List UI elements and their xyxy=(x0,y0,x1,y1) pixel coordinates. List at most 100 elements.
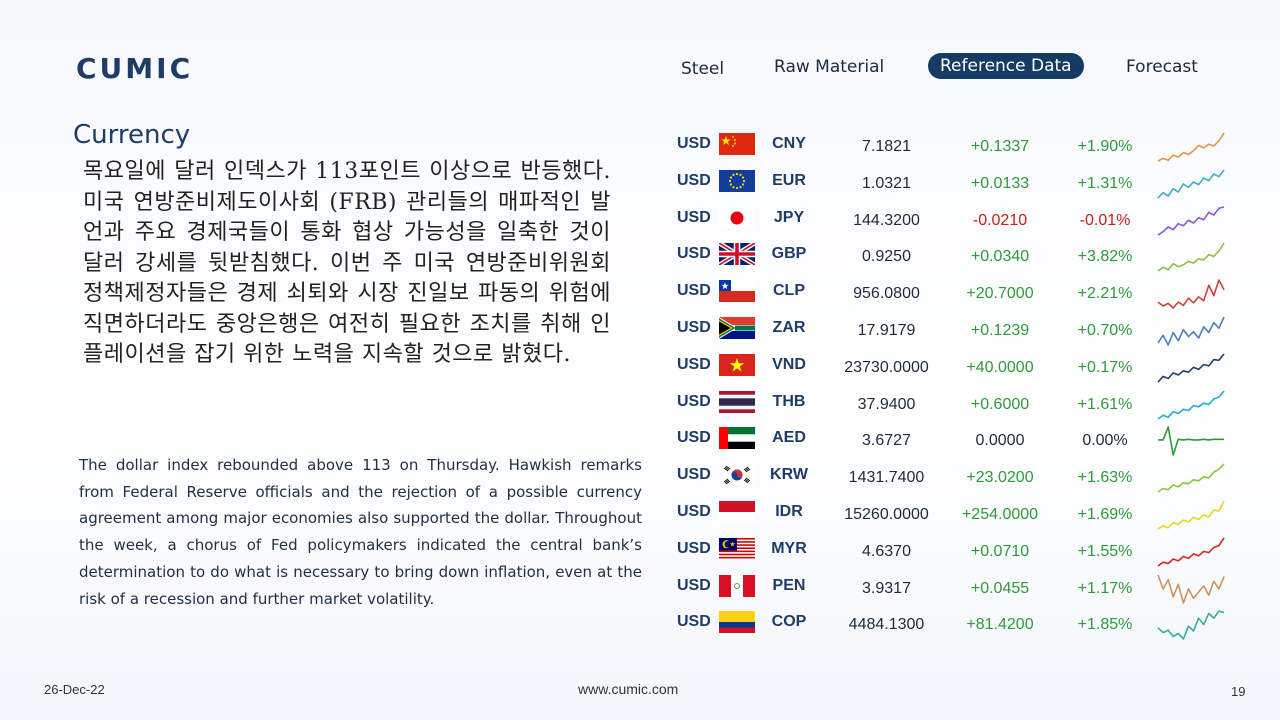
rate-change: +0.0710 xyxy=(970,542,1030,560)
sparkline-krw xyxy=(1157,463,1225,493)
sparkline-path xyxy=(1157,132,1225,162)
quote-currency: EUR xyxy=(772,171,806,189)
sparkline-path xyxy=(1157,390,1225,420)
sparkline-path xyxy=(1157,205,1225,236)
china-flag-icon xyxy=(719,133,755,155)
sparkline-path xyxy=(1158,426,1224,457)
thailand-flag-icon xyxy=(719,390,755,413)
exchange-rate: 7.1821 xyxy=(862,138,911,155)
sparkline-pen xyxy=(1157,574,1225,604)
sparkline-cny xyxy=(1157,132,1225,162)
sparkline-path xyxy=(1157,279,1225,309)
eu-flag-icon xyxy=(719,169,755,192)
sparkline-path xyxy=(1157,537,1225,567)
quote-currency: MYR xyxy=(771,539,807,557)
sparkline-myr xyxy=(1157,537,1225,567)
nav-raw-material[interactable]: Raw Material xyxy=(774,57,885,77)
nav-steel[interactable]: Steel xyxy=(681,59,725,79)
sparkline-path xyxy=(1157,463,1225,493)
uk-flag-icon xyxy=(719,243,755,266)
rate-change: 0.0000 xyxy=(975,432,1025,450)
base-currency: USD xyxy=(677,245,711,263)
quote-currency: VND xyxy=(772,355,806,373)
currency-row-vnd: USD VND 23730.0000 +40.0000 +0.17% xyxy=(670,349,1250,386)
quote-currency: JPY xyxy=(773,208,805,226)
english-summary: The dollar index rebounded above 113 on … xyxy=(79,456,642,608)
exchange-rate: 1.0321 xyxy=(862,174,911,192)
currency-row-clp: USD CLP 956.0800 +20.7000 +2.21% xyxy=(670,275,1250,312)
south-africa-flag-icon xyxy=(719,316,755,339)
currency-row-krw: USD KRW 1431.7400 +23.0200 +1.63% xyxy=(670,459,1250,496)
exchange-rate: 144.3200 xyxy=(853,211,920,229)
nav-forecast[interactable]: Forecast xyxy=(1126,57,1198,77)
footer-url[interactable]: www.cumic.com xyxy=(578,681,679,697)
currency-row-cny: USD CNY 7.1821 +0.1337 +1.90% xyxy=(670,128,1250,165)
base-currency: USD xyxy=(677,282,711,300)
currency-row-gbp: USD GBP 0.9250 +0.0340 +3.82% xyxy=(670,238,1250,275)
exchange-rate: 3.6727 xyxy=(862,432,911,450)
chile-flag-icon xyxy=(719,280,755,303)
vietnam-flag-icon xyxy=(719,353,755,376)
top-navigation: Steel Raw Material Reference Data Foreca… xyxy=(0,0,1280,100)
exchange-rate: 4484.1300 xyxy=(848,616,925,634)
uae-flag-icon xyxy=(719,427,755,450)
base-currency: USD xyxy=(677,318,711,336)
rate-change-percent: +1.61% xyxy=(1077,395,1133,413)
rate-change-percent: +3.82% xyxy=(1077,248,1133,266)
exchange-rate: 1431.7400 xyxy=(848,469,925,487)
sparkline-clp xyxy=(1157,279,1225,309)
sparkline-aed xyxy=(1158,426,1224,457)
exchange-rate: 4.6370 xyxy=(862,542,911,560)
rate-change: +0.1337 xyxy=(970,138,1030,155)
rate-change-percent: +1.31% xyxy=(1077,174,1133,192)
currency-row-myr: USD MYR 4.6370 +0.0710 +1.55% xyxy=(670,533,1250,570)
quote-currency: IDR xyxy=(775,502,803,520)
base-currency: USD xyxy=(677,208,711,226)
quote-currency: THB xyxy=(772,392,806,410)
sparkline-path xyxy=(1157,316,1225,346)
currency-row-pen: USD PEN 3.9317 +0.0455 +1.17% xyxy=(670,570,1250,607)
currency-row-thb: USD THB 37.9400 +0.6000 +1.61% xyxy=(670,386,1250,423)
korean-summary: 목요일에 달러 인덱스가 113포인트 이상으로 반등했다. 미국 연방준비제도… xyxy=(83,159,611,367)
exchange-rate: 0.9250 xyxy=(862,248,911,266)
malaysia-flag-icon xyxy=(719,537,755,560)
exchange-rate: 17.9179 xyxy=(857,321,916,339)
sparkline-thb xyxy=(1157,390,1225,420)
rate-change: +0.0455 xyxy=(970,579,1030,597)
sparkline-path xyxy=(1157,169,1225,199)
rate-change: +20.7000 xyxy=(966,285,1034,303)
rate-change-percent: +0.70% xyxy=(1077,321,1133,339)
rate-change: +0.6000 xyxy=(970,395,1030,413)
nav-reference-data[interactable]: Reference Data xyxy=(928,53,1084,79)
base-currency: USD xyxy=(677,613,711,631)
base-currency: USD xyxy=(677,539,711,557)
base-currency: USD xyxy=(677,171,711,189)
sparkline-path xyxy=(1157,353,1225,383)
rate-change: +254.0000 xyxy=(961,505,1039,523)
sparkline-path xyxy=(1157,242,1225,273)
sparkline-path xyxy=(1157,500,1225,530)
base-currency: USD xyxy=(677,392,711,410)
currency-row-zar: USD ZAR 17.9179 +0.1239 +0.70% xyxy=(670,312,1250,349)
quote-currency: AED xyxy=(772,429,806,447)
rate-change: -0.0210 xyxy=(972,211,1028,229)
rate-change-percent: 0.00% xyxy=(1082,432,1128,450)
quote-currency: CNY xyxy=(772,135,806,152)
korea-flag-icon xyxy=(719,464,755,487)
quote-currency: CLP xyxy=(773,282,805,300)
cumic-logo: CUMIC xyxy=(76,52,194,85)
base-currency: USD xyxy=(677,355,711,373)
rate-change-percent: +0.17% xyxy=(1077,358,1133,376)
quote-currency: ZAR xyxy=(772,318,806,336)
base-currency: USD xyxy=(677,576,711,594)
rate-change-percent: +1.55% xyxy=(1077,542,1133,560)
exchange-rate: 15260.0000 xyxy=(844,505,929,523)
exchange-rate: 23730.0000 xyxy=(844,358,929,376)
rate-change: +0.0340 xyxy=(970,248,1030,266)
rate-change: +0.0133 xyxy=(970,174,1030,192)
rate-change: +0.1239 xyxy=(970,321,1030,339)
currency-row-idr: USD IDR 15260.0000 +254.0000 +1.69% xyxy=(670,496,1250,533)
rate-change: +40.0000 xyxy=(966,358,1034,376)
colombia-flag-icon xyxy=(719,611,755,634)
rate-change-percent: -0.01% xyxy=(1079,211,1131,229)
